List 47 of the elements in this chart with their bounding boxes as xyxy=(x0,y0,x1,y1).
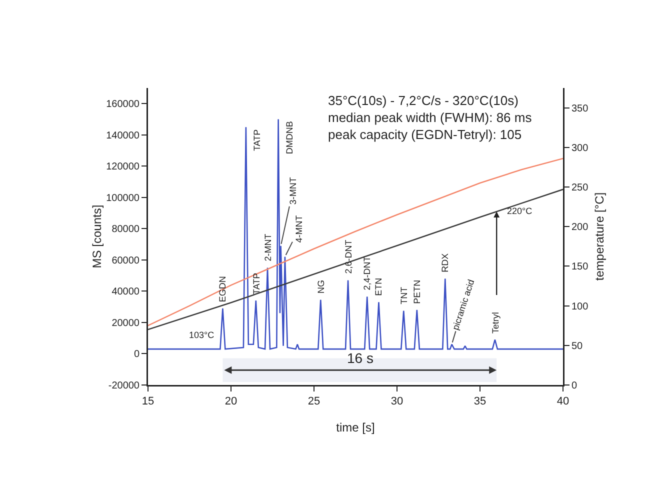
annotation: 35°C(10s) - 7,2°C/s - 320°C(10s) median peak width (FWHM): 86 ms peak capacity (EGDN-Tetryl): 105 xyxy=(328,93,532,142)
x-tick-label: 15 xyxy=(142,396,154,408)
annotation: TATP xyxy=(251,272,262,294)
y2-tick-label: 250 xyxy=(572,182,589,194)
x-axis-title: time [s] xyxy=(336,420,375,434)
x-tick-label: 20 xyxy=(224,396,238,408)
annotation: 2,4-DNT xyxy=(362,256,372,290)
annotation: 220°C xyxy=(507,206,533,216)
annotation: TNT xyxy=(398,286,409,304)
y-tick-label: 20000 xyxy=(112,318,140,329)
annotation: 2,6-DNT xyxy=(343,239,354,274)
y-tick-label: 80000 xyxy=(112,224,140,236)
y-tick-label: -20000 xyxy=(108,380,140,392)
y2-tick-label: 200 xyxy=(572,222,589,234)
annotation: picramic acid xyxy=(450,278,476,332)
annotation: Tetryl xyxy=(490,312,500,334)
x-tick-label: 25 xyxy=(308,396,320,408)
annotation: ETN xyxy=(374,278,384,296)
y-tick-label: 140000 xyxy=(106,130,140,142)
x-tick-label: 40 xyxy=(556,396,570,408)
y-tick-label: 160000 xyxy=(106,99,140,110)
y-tick-label: 40000 xyxy=(112,286,140,298)
y-tick-label: 120000 xyxy=(106,162,140,173)
annotation: PETN xyxy=(412,280,422,304)
y2-tick-label: 300 xyxy=(572,142,589,154)
x-tick-label: 30 xyxy=(390,396,404,408)
annotation: 4-MNT xyxy=(294,214,304,243)
y2-tick-label: 50 xyxy=(572,340,584,352)
x-tick-label: 35 xyxy=(474,396,486,408)
band-label: 16 s xyxy=(347,350,374,366)
annotation: 103°C xyxy=(189,330,215,340)
y2-tick-label: 0 xyxy=(572,380,578,392)
y-tick-label: 100000 xyxy=(106,192,140,204)
annotation: DMDNB xyxy=(284,121,295,154)
annotation: 3-MNT xyxy=(288,176,298,205)
y-tick-label: 60000 xyxy=(112,255,140,266)
y2-tick-label: 150 xyxy=(572,262,589,273)
annotation: RDX xyxy=(440,253,450,272)
annotation: TATP xyxy=(252,129,262,152)
annotation: NG xyxy=(316,280,326,294)
y-axis-title: MS [counts] xyxy=(90,204,104,268)
y2-axis-title: temperature [°C] xyxy=(592,192,606,281)
annotation: 2-MNT xyxy=(262,233,273,262)
y2-tick-label: 100 xyxy=(572,301,589,312)
annotation: EGDN xyxy=(217,276,228,302)
y-tick-label: 0 xyxy=(134,349,140,360)
y2-tick-label: 350 xyxy=(572,103,589,114)
